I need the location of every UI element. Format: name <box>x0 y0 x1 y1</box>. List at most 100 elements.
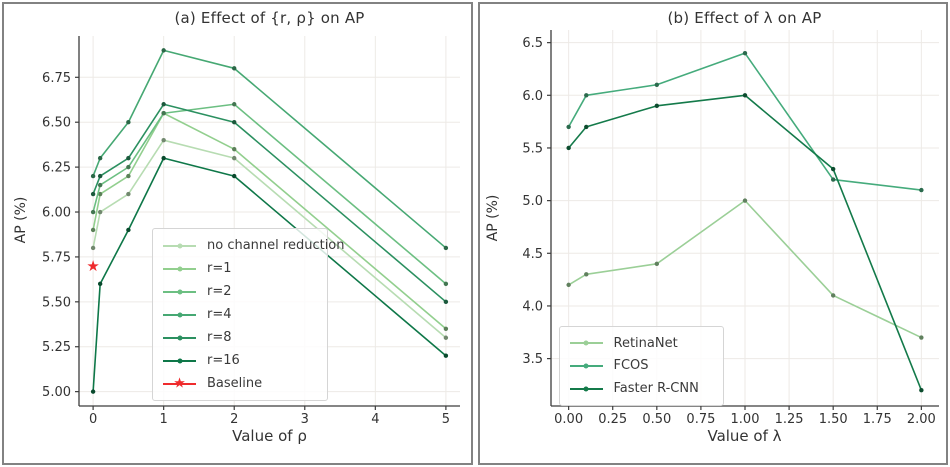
legend-label: FCOS <box>613 358 649 374</box>
legend-item: no channel reduction <box>163 238 345 253</box>
series-marker-no-channel-reduction <box>443 335 449 340</box>
series-marker-r-16 <box>443 353 449 358</box>
y-tick-label: 5.00 <box>42 385 71 400</box>
series-marker-r-1 <box>90 227 96 233</box>
chart-b-ylabel: AP (%) <box>484 194 501 242</box>
series-marker-no-channel-reduction <box>126 191 131 197</box>
x-tick-label: 1.00 <box>730 412 759 427</box>
legend-item: RetinaNet <box>569 335 713 351</box>
legend-label: Faster R-CNN <box>613 381 699 397</box>
series-line-no-channel-reduction <box>92 139 447 339</box>
chart-b-title: (b) Effect of λ on AP <box>667 9 822 27</box>
legend-line-swatch <box>163 313 196 316</box>
series-marker-r-2 <box>97 182 103 188</box>
series-marker-r-1 <box>97 191 103 197</box>
series-marker-faster-r-cnn <box>742 93 747 98</box>
y-tick-label: 5.5 <box>522 141 543 156</box>
chart-a-canvas: 0 1 2 3 4 5 5.00 5.25 5.50 5.75 6.00 6.25 6.50 6.75 ★ <box>42 36 460 427</box>
legend-line-swatch <box>569 364 603 367</box>
series-marker-r-8 <box>97 173 103 179</box>
series-marker-r-8 <box>126 155 131 161</box>
x-tick-label: 1.25 <box>774 412 803 427</box>
series-marker-r-1 <box>443 326 449 331</box>
x-tick-label: 0 <box>89 412 97 427</box>
panel-b: 0.00 0.25 0.50 0.75 1.00 1.25 1.50 1.75 2.00 3.5 4… <box>477 2 948 465</box>
legend-line-swatch <box>163 336 196 339</box>
series-marker-retinanet <box>918 335 924 340</box>
baseline-star-marker: ★ <box>86 257 99 275</box>
series-marker-r-1 <box>232 146 237 152</box>
series-marker-no-channel-reduction <box>232 155 237 161</box>
legend-label: Baseline <box>207 376 263 391</box>
legend-line-swatch <box>163 359 196 362</box>
y-tick-label: 6.75 <box>42 71 71 86</box>
chart-a-ylabel: AP (%) <box>13 196 29 244</box>
series-line-r-16 <box>92 157 447 392</box>
y-tick-label: 6.50 <box>42 116 71 131</box>
series-marker-r-16 <box>126 227 131 233</box>
series-marker-fcos <box>742 50 747 56</box>
series-marker-r-8 <box>443 299 449 305</box>
legend-item: r=4 <box>163 307 317 322</box>
x-tick-label: 2.00 <box>906 412 935 427</box>
series-marker-retinanet <box>565 282 571 288</box>
legend-item: r=16 <box>163 353 317 368</box>
x-tick-label: 1.75 <box>862 412 891 427</box>
y-tick-label: 6.00 <box>42 206 71 221</box>
legend-item-baseline: Baseline <box>163 376 317 391</box>
series-marker-faster-r-cnn <box>830 166 835 172</box>
y-tick-label: 5.25 <box>42 340 71 355</box>
y-tick-label: 4.5 <box>522 247 543 262</box>
y-tick-label: 4.0 <box>522 299 543 314</box>
y-tick-label: 6.5 <box>522 36 543 51</box>
series-marker-r-2 <box>232 102 237 107</box>
x-tick-label: 1.50 <box>818 412 847 427</box>
series-marker-no-channel-reduction <box>90 245 96 251</box>
chart-b-legend: RetinaNet FCOS Faster R-CNN <box>558 326 724 406</box>
legend-label: RetinaNet <box>613 335 678 351</box>
series-marker-fcos <box>654 82 659 87</box>
series-marker-r-2 <box>161 111 166 116</box>
legend-line-swatch <box>163 244 196 247</box>
x-tick-label: 0.25 <box>598 412 627 427</box>
series-marker-r-16 <box>97 281 103 287</box>
series-marker-r-16 <box>232 173 237 179</box>
x-tick-label: 3 <box>301 412 309 427</box>
series-marker-no-channel-reduction <box>97 209 103 215</box>
chart-b-xlabel: Value of λ <box>707 427 782 445</box>
legend-line-swatch <box>163 290 196 293</box>
series-marker-r-4 <box>232 66 237 71</box>
x-tick-label: 0.75 <box>686 412 715 427</box>
legend-item: Faster R-CNN <box>569 381 713 397</box>
series-marker-faster-r-cnn <box>565 145 571 151</box>
series-marker-r-1 <box>126 173 131 179</box>
y-tick-label: 5.50 <box>42 295 71 310</box>
legend-item: r=8 <box>163 330 317 345</box>
series-marker-faster-r-cnn <box>654 103 659 109</box>
y-tick-label: 6.0 <box>522 89 543 104</box>
legend-label: no channel reduction <box>207 238 345 253</box>
y-tick-label: 5.0 <box>522 194 543 209</box>
legend-line-swatch <box>569 387 603 390</box>
series-line-r-8 <box>92 103 447 303</box>
x-tick-label: 0.50 <box>642 412 671 427</box>
series-marker-r-4 <box>126 120 131 125</box>
series-line-fcos <box>567 52 921 191</box>
series-marker-r-16 <box>161 155 166 161</box>
series-marker-fcos <box>583 93 588 98</box>
y-tick-label: 6.25 <box>42 161 71 176</box>
series-marker-retinanet <box>583 272 588 277</box>
series-marker-retinanet <box>742 198 747 203</box>
legend-label: r=2 <box>207 284 232 299</box>
legend-star-swatch <box>163 382 196 385</box>
y-tick-label: 5.75 <box>42 250 71 265</box>
series-marker-r-8 <box>90 191 96 197</box>
series-line-r-1 <box>92 112 447 330</box>
series-marker-r-8 <box>161 102 166 107</box>
series-marker-retinanet <box>830 293 835 298</box>
legend-label: r=1 <box>207 261 232 276</box>
x-tick-label: 2 <box>230 412 238 427</box>
panel-a: 0 1 2 3 4 5 5.00 5.25 5.50 5.75 6.00 6.25 6.50 6.75 ★ … <box>2 2 473 465</box>
series-line-r-2 <box>92 103 447 285</box>
